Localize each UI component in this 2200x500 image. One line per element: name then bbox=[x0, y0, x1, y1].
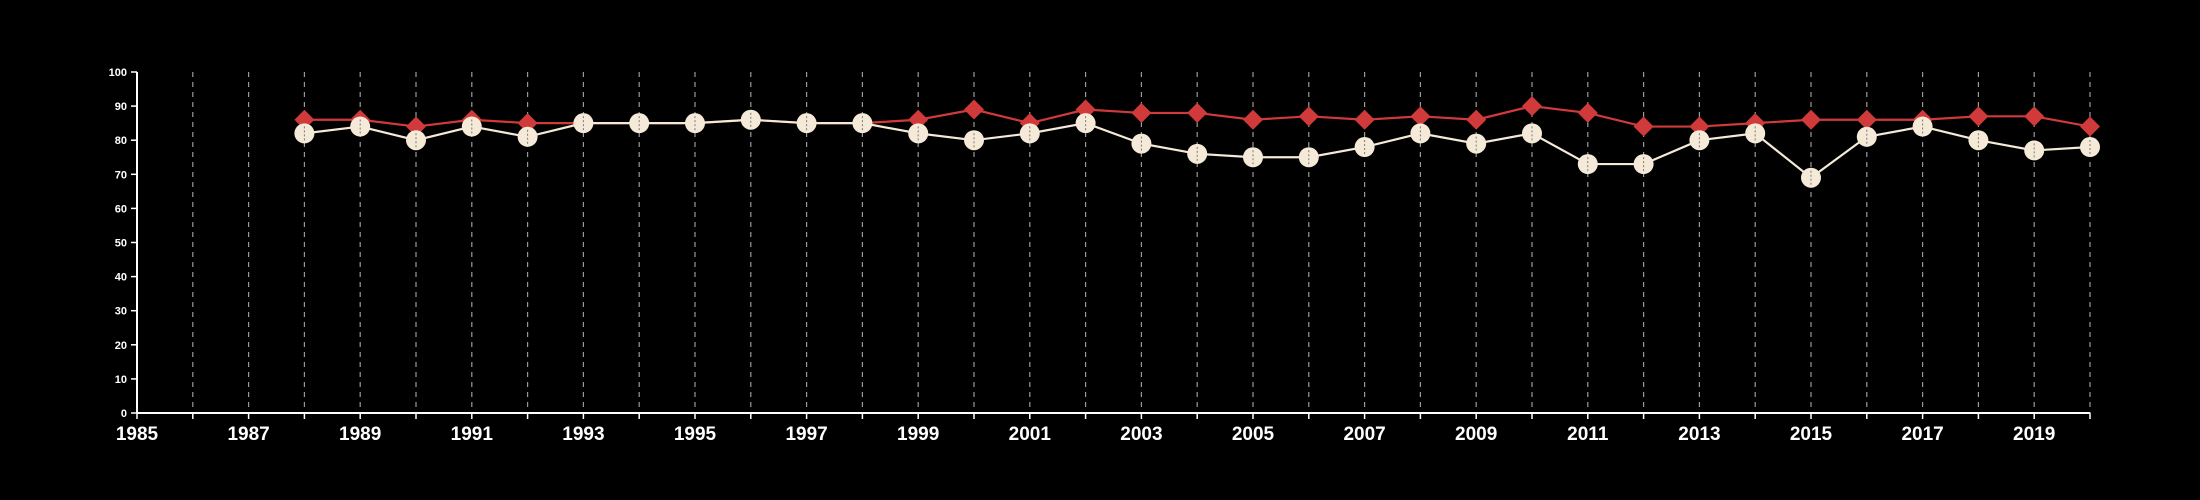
y-tick-label: 40 bbox=[115, 272, 127, 284]
y-tick-label: 0 bbox=[121, 408, 127, 420]
circle-point bbox=[1522, 123, 1542, 144]
x-tick-label: 1985 bbox=[116, 424, 159, 445]
vertical-grid bbox=[192, 72, 2091, 413]
circle-point bbox=[908, 123, 929, 144]
y-tick-label: 20 bbox=[115, 340, 127, 352]
x-tick-label: 2003 bbox=[1120, 424, 1162, 445]
diamond-point bbox=[1466, 109, 1487, 130]
circle-point bbox=[796, 113, 817, 134]
circle-point bbox=[573, 113, 594, 134]
circle-point bbox=[740, 109, 761, 130]
x-tick-label: 1997 bbox=[785, 424, 827, 445]
axes bbox=[136, 72, 2090, 414]
x-tick-label: 1999 bbox=[897, 424, 939, 445]
y-tick-label: 30 bbox=[115, 306, 127, 318]
circle-point bbox=[1745, 123, 1766, 144]
x-tick-label: 1991 bbox=[451, 424, 494, 445]
diamond-point bbox=[294, 109, 315, 130]
diamond-point bbox=[1131, 102, 1152, 123]
circle-point bbox=[1298, 147, 1319, 168]
x-tick-label: 1987 bbox=[227, 424, 269, 445]
diamond-point bbox=[2080, 116, 2100, 137]
diamond-point bbox=[2024, 106, 2045, 127]
x-tick-label: 2017 bbox=[1901, 424, 1943, 445]
y-tick-label: 80 bbox=[115, 135, 127, 147]
circle-point bbox=[1410, 123, 1431, 144]
y-tick-label: 90 bbox=[115, 101, 127, 113]
circle-point bbox=[406, 130, 426, 151]
circle-point bbox=[294, 123, 315, 144]
circle-point bbox=[2080, 137, 2100, 158]
circle-point bbox=[685, 113, 705, 134]
x-tick-label: 2007 bbox=[1343, 424, 1385, 445]
circle-point bbox=[629, 113, 650, 134]
y-tick-label: 10 bbox=[115, 374, 127, 386]
y-ticks: 0 10 20 30 40 50 60 70 80 90 100 bbox=[109, 67, 137, 420]
circle-point bbox=[852, 113, 873, 134]
circle-point bbox=[1633, 154, 1654, 175]
x-tick-label: 2015 bbox=[1790, 424, 1833, 445]
x-tick-label: 2005 bbox=[1232, 424, 1275, 445]
x-ticks: 1985 1987 1989 1991 1993 1995 1997 1999 2001 2003… bbox=[116, 413, 2091, 445]
circle-point bbox=[1577, 154, 1598, 175]
diamond-point bbox=[1298, 106, 1319, 127]
diamond-point bbox=[1856, 109, 1877, 130]
circle-point bbox=[1856, 126, 1877, 147]
circle-point bbox=[1466, 133, 1487, 154]
circle-point bbox=[1968, 130, 1989, 151]
diamond-point bbox=[1522, 96, 1542, 117]
y-tick-label: 70 bbox=[115, 169, 127, 181]
circle-point bbox=[1019, 123, 1040, 144]
x-tick-label: 2001 bbox=[1009, 424, 1052, 445]
circle-point bbox=[964, 130, 984, 151]
circle-point bbox=[1354, 137, 1375, 158]
diamond-point bbox=[1633, 116, 1654, 137]
series-2 bbox=[294, 109, 2100, 188]
circle-point bbox=[461, 116, 482, 137]
y-tick-label: 100 bbox=[109, 67, 127, 79]
x-tick-label: 2013 bbox=[1678, 424, 1720, 445]
circle-point bbox=[1075, 113, 1096, 134]
diamond-point bbox=[1968, 106, 1989, 127]
circle-point bbox=[1187, 143, 1208, 164]
diamond-point bbox=[1243, 109, 1263, 130]
circle-point bbox=[1243, 147, 1263, 168]
circle-point bbox=[1912, 116, 1933, 137]
circle-point bbox=[1801, 167, 1821, 188]
y-tick-label: 50 bbox=[115, 238, 127, 250]
x-tick-label: 1993 bbox=[562, 424, 604, 445]
circle-point bbox=[1131, 133, 1152, 154]
y-tick-label: 60 bbox=[115, 203, 127, 215]
diamond-point bbox=[1801, 109, 1821, 130]
x-tick-label: 2011 bbox=[1567, 424, 1609, 445]
series bbox=[294, 96, 2100, 188]
x-tick-label: 1989 bbox=[339, 424, 381, 445]
diamond-point bbox=[1577, 102, 1598, 123]
circle-point bbox=[2024, 140, 2045, 161]
diamond-point bbox=[1354, 109, 1375, 130]
x-tick-label: 1995 bbox=[674, 424, 717, 445]
circle-point bbox=[350, 116, 371, 137]
x-tick-label: 2009 bbox=[1455, 424, 1497, 445]
diamond-point bbox=[1187, 102, 1208, 123]
circle-point bbox=[517, 126, 538, 147]
diamond-point bbox=[1410, 106, 1431, 127]
circle-point bbox=[1689, 130, 1710, 151]
diamond-point bbox=[908, 109, 929, 130]
diamond-point bbox=[964, 99, 984, 120]
x-tick-label: 2019 bbox=[2013, 424, 2055, 445]
